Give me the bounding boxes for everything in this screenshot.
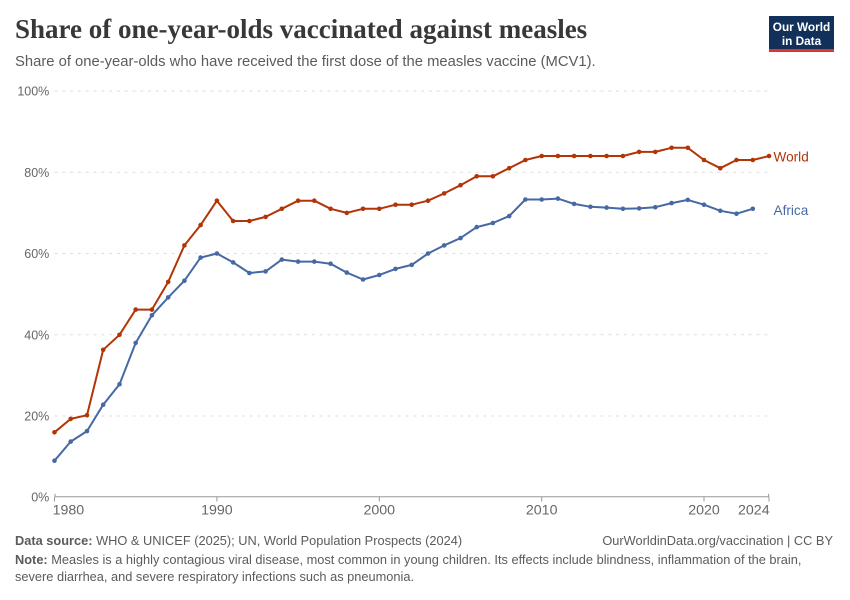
- svg-text:1980: 1980: [53, 503, 85, 519]
- svg-text:0%: 0%: [31, 490, 49, 504]
- svg-text:40%: 40%: [24, 328, 49, 342]
- svg-text:2024: 2024: [738, 503, 770, 519]
- svg-text:100%: 100%: [17, 85, 49, 99]
- svg-text:Africa: Africa: [774, 203, 809, 218]
- svg-text:World: World: [774, 150, 809, 165]
- svg-text:2020: 2020: [688, 503, 720, 519]
- svg-text:20%: 20%: [24, 410, 49, 424]
- svg-text:2010: 2010: [526, 503, 558, 519]
- svg-text:1990: 1990: [201, 503, 233, 519]
- svg-text:60%: 60%: [24, 247, 49, 261]
- svg-text:2000: 2000: [364, 503, 396, 519]
- svg-text:80%: 80%: [24, 166, 49, 180]
